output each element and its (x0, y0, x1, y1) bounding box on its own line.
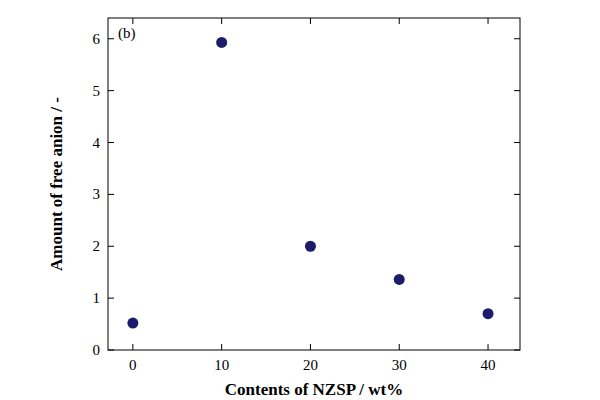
y-tick-label: 5 (93, 83, 101, 99)
x-tick (310, 344, 311, 350)
x-tick (399, 344, 400, 350)
plot-frame (108, 18, 520, 350)
x-axis-label: Contents of NZSP / wt% (225, 380, 404, 399)
y-tick-right (514, 194, 520, 195)
x-tick (488, 344, 489, 350)
x-tick (132, 344, 133, 350)
x-tick-top (132, 18, 133, 24)
x-tick-top (399, 18, 400, 24)
y-tick-right (514, 298, 520, 299)
y-tick (108, 90, 114, 91)
y-tick-label: 0 (93, 342, 101, 358)
y-axis-label: Amount of free anion / - (47, 97, 66, 271)
x-tick (221, 344, 222, 350)
y-tick (108, 142, 114, 143)
point (216, 37, 227, 48)
x-tick-label: 10 (214, 357, 229, 373)
y-tick-label: 4 (93, 135, 101, 151)
y-tick-right (514, 246, 520, 247)
y-tick-right (514, 142, 520, 143)
y-tick (108, 246, 114, 247)
x-tick-label: 0 (129, 357, 137, 373)
y-tick-right (514, 38, 520, 39)
x-tick-top (310, 18, 311, 24)
x-tick-top (488, 18, 489, 24)
x-tick-label: 30 (392, 357, 407, 373)
data-points (127, 37, 493, 329)
y-tick (108, 38, 114, 39)
chart: 0 10 20 30 40 0 1 2 3 4 5 6 (b) Contents of NZSP / wt… (0, 0, 600, 400)
y-tick-right (514, 90, 520, 91)
chart-container: 0 10 20 30 40 0 1 2 3 4 5 6 (b) Contents of NZSP / wt… (0, 0, 600, 400)
y-tick (108, 298, 114, 299)
y-tick-label: 6 (93, 31, 101, 47)
y-tick-label: 3 (93, 186, 101, 202)
point (483, 308, 494, 319)
x-tick-label: 20 (303, 357, 318, 373)
y-tick (108, 194, 114, 195)
x-tick-top (221, 18, 222, 24)
point (394, 274, 405, 285)
x-tick-label: 40 (481, 357, 496, 373)
point (305, 241, 316, 252)
y-tick-label: 1 (93, 290, 101, 306)
panel-label: (b) (118, 25, 136, 42)
y-tick-label: 2 (93, 238, 101, 254)
point (127, 318, 138, 329)
